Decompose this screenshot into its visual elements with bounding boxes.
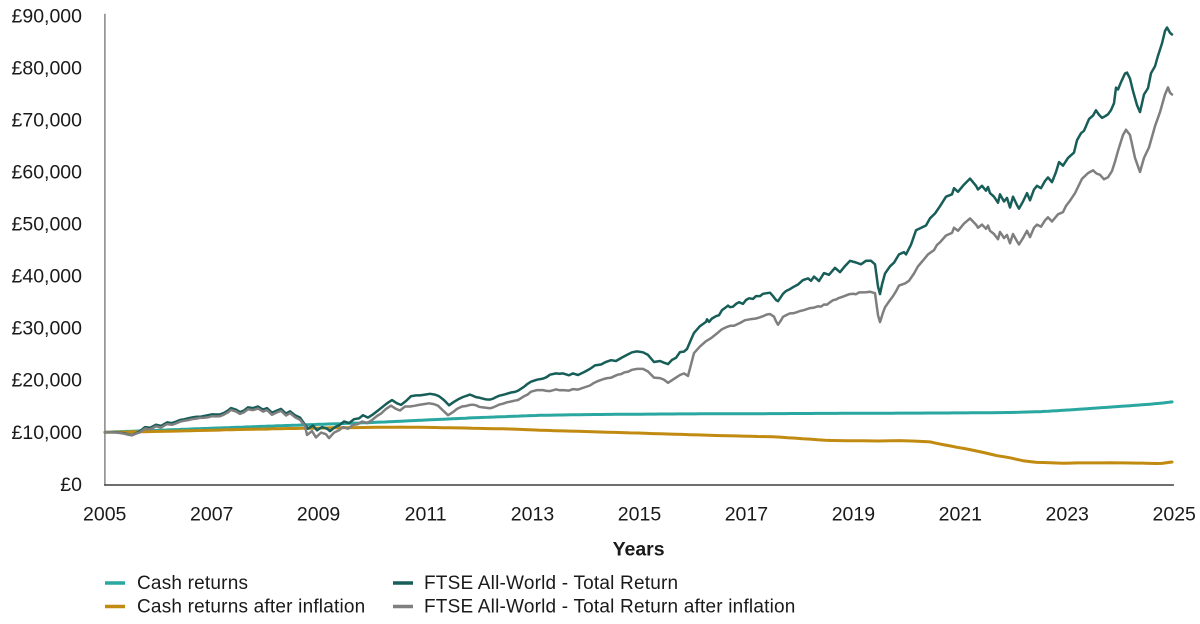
svg-text:£0: £0 [60, 474, 82, 496]
svg-text:2025: 2025 [1153, 504, 1197, 526]
svg-text:£10,000: £10,000 [12, 422, 83, 444]
svg-text:2021: 2021 [939, 504, 982, 526]
svg-text:Cash returns after inflation: Cash returns after inflation [137, 597, 365, 618]
svg-text:2011: 2011 [405, 504, 447, 526]
svg-text:2015: 2015 [618, 504, 662, 526]
svg-text:FTSE All-World - Total Return: FTSE All-World - Total Return after infl… [424, 597, 796, 618]
svg-text:2009: 2009 [297, 504, 340, 526]
svg-text:2007: 2007 [190, 504, 233, 526]
svg-text:Years: Years [613, 539, 665, 561]
svg-text:2023: 2023 [1046, 504, 1089, 526]
svg-text:£90,000: £90,000 [12, 5, 83, 27]
svg-text:2019: 2019 [832, 504, 875, 526]
svg-text:FTSE All-World - Total Return: FTSE All-World - Total Return [424, 573, 678, 594]
svg-text:£60,000: £60,000 [12, 162, 83, 184]
svg-text:£80,000: £80,000 [12, 57, 83, 79]
svg-text:£70,000: £70,000 [12, 110, 83, 132]
svg-text:£30,000: £30,000 [12, 318, 83, 340]
svg-text:Cash returns: Cash returns [137, 573, 248, 594]
svg-text:£40,000: £40,000 [12, 266, 83, 288]
svg-text:£20,000: £20,000 [12, 370, 83, 392]
svg-text:2013: 2013 [511, 504, 554, 526]
svg-text:£50,000: £50,000 [12, 214, 83, 236]
svg-text:2005: 2005 [83, 504, 127, 526]
svg-text:2017: 2017 [725, 504, 768, 526]
